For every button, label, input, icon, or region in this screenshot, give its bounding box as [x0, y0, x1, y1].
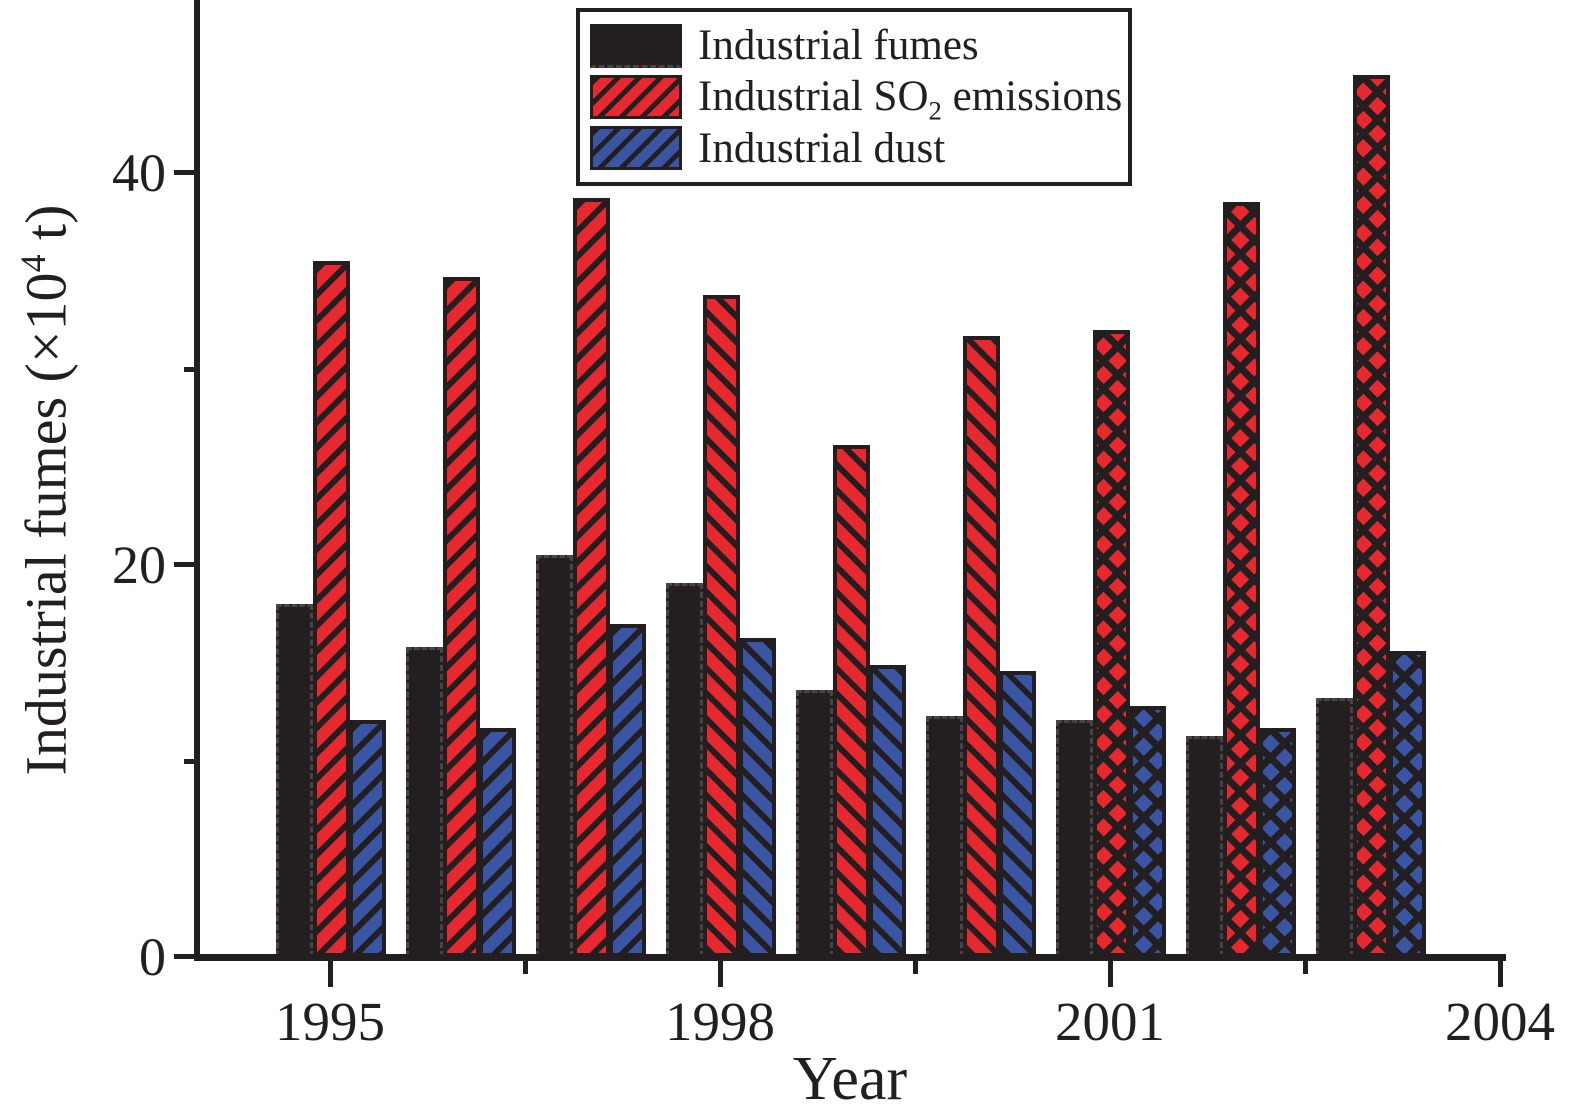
- legend-label-text: Industrial fumes: [698, 22, 979, 70]
- legend-box: Industrial fumes Industrial SO2 emission…: [576, 8, 1132, 186]
- bar-industrial-so2-emissions-1997: [573, 198, 610, 957]
- bar-industrial-dust-2001: [1129, 706, 1166, 957]
- bar-industrial-so2-emissions-2001: [1093, 330, 1130, 957]
- legend-item-industrial-dust: Industrial dust: [590, 123, 1118, 174]
- bar-industrial-dust-2002: [1259, 728, 1296, 957]
- legend-swatch-industrial-dust: [590, 126, 682, 171]
- y-tick-label-40: 40: [112, 143, 166, 203]
- bar-industrial-so2-emissions-1996: [443, 277, 480, 957]
- legend-label-text: Industrial dust: [698, 124, 946, 172]
- x-tick-label-2004: 2004: [1445, 991, 1555, 1052]
- bar-industrial-so2-emissions-1998: [703, 295, 740, 957]
- y-tick-label-20: 20: [112, 535, 166, 595]
- bar-industrial-dust-1999: [869, 665, 906, 957]
- bar-industrial-dust-1997: [609, 624, 646, 957]
- x-axis-line: [194, 954, 1506, 961]
- y-major-tick-40: [174, 170, 194, 175]
- bar-industrial-fumes-1998: [666, 583, 703, 957]
- bar-industrial-fumes-1999: [796, 690, 833, 957]
- legend-swatch-industrial-so2-emissions: [590, 74, 682, 119]
- x-tick-label-1995: 1995: [275, 991, 385, 1052]
- x-major-tick-1995: [328, 961, 333, 987]
- bar-industrial-so2-emissions-1999: [833, 445, 870, 957]
- y-axis-title-sup: 4: [13, 254, 54, 273]
- x-minor-tick-1996.5: [523, 961, 528, 974]
- x-axis-title: Year: [792, 1045, 908, 1113]
- bar-industrial-fumes-1995: [276, 604, 313, 957]
- y-minor-tick-30: [184, 367, 194, 372]
- bar-industrial-dust-1995: [349, 720, 386, 957]
- bar-industrial-fumes-1997: [536, 555, 573, 957]
- legend-label-industrial-fumes: Industrial fumes: [698, 21, 979, 70]
- x-tick-label-2001: 2001: [1055, 991, 1165, 1052]
- legend-label-industrial-dust: Industrial dust: [698, 124, 945, 173]
- bar-industrial-so2-emissions-2000: [963, 336, 1000, 957]
- x-minor-tick-1999.5: [913, 961, 918, 974]
- bar-industrial-so2-emissions-1995: [313, 261, 350, 957]
- y-axis-title-post: t): [13, 204, 79, 255]
- x-major-tick-2001: [1108, 961, 1113, 987]
- bar-industrial-fumes-2002: [1186, 736, 1223, 957]
- legend-label-sub: 2: [928, 96, 942, 127]
- bar-industrial-fumes-1996: [406, 647, 443, 957]
- legend-swatch-industrial-fumes: [590, 23, 682, 68]
- y-minor-tick-10: [184, 759, 194, 764]
- x-tick-label-1998: 1998: [665, 991, 775, 1052]
- legend-label-text: Industrial SO: [698, 73, 929, 121]
- legend-item-industrial-so2-emissions: Industrial SO2 emissions: [590, 71, 1122, 124]
- x-minor-tick-2002.5: [1303, 961, 1308, 974]
- bar-industrial-dust-2000: [999, 671, 1036, 957]
- x-major-tick-1998: [718, 961, 723, 987]
- y-axis-title-text: Industrial fumes (×10: [13, 272, 79, 776]
- bar-industrial-fumes-2001: [1056, 720, 1093, 957]
- y-major-tick-0: [174, 954, 194, 959]
- bar-industrial-fumes-2003: [1316, 698, 1353, 957]
- y-axis-line: [194, 0, 200, 961]
- legend-label-post: emissions: [941, 73, 1123, 121]
- legend-item-industrial-fumes: Industrial fumes: [590, 20, 1118, 71]
- bar-industrial-dust-2003: [1389, 651, 1426, 957]
- y-axis-title: Industrial fumes (×104 t): [13, 205, 80, 776]
- y-tick-label-0: 0: [139, 927, 166, 987]
- bar-industrial-fumes-2000: [926, 716, 963, 957]
- y-major-tick-20: [174, 562, 194, 567]
- bar-industrial-dust-1998: [739, 638, 776, 957]
- bar-industrial-so2-emissions-2002: [1223, 202, 1260, 957]
- bar-industrial-so2-emissions-2003: [1353, 75, 1390, 957]
- bar-industrial-dust-1996: [479, 728, 516, 957]
- x-major-tick-2004: [1498, 961, 1503, 987]
- legend-label-industrial-so2-emissions: Industrial SO2 emissions: [698, 72, 1123, 124]
